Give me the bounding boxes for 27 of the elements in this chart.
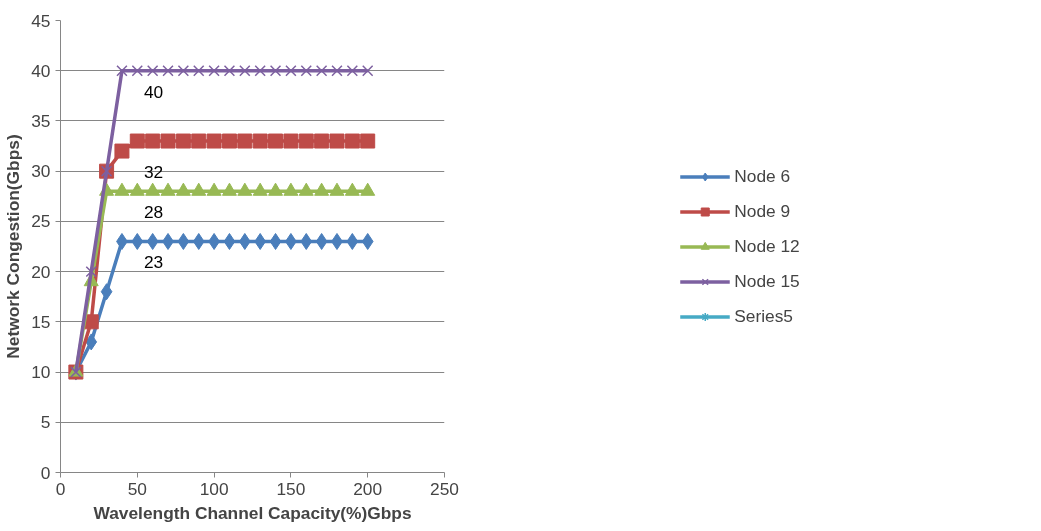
x-tick-label: 100	[199, 478, 229, 499]
y-tick-label: 20	[31, 261, 51, 282]
legend-label: Node 12	[734, 235, 800, 257]
x-tick-label: 50	[127, 478, 147, 499]
x-axis-title: Wavelength Channel Capacity(%)Gbps	[93, 502, 412, 523]
y-tick-label: 15	[31, 311, 51, 332]
y-tick-label: 40	[31, 60, 51, 81]
x-tick-label: 200	[353, 478, 383, 499]
y-tick-label: 30	[31, 161, 51, 182]
y-tick-label: 0	[40, 462, 51, 483]
x-tick-label: 250	[430, 478, 459, 499]
data-label: 28	[143, 202, 164, 223]
data-label: 32	[143, 162, 164, 183]
data-label: 40	[143, 81, 164, 102]
y-tick-label: 10	[31, 362, 51, 383]
legend-label: Node 9	[734, 200, 791, 222]
y-axis-title: Network Congestion(Gbps)	[3, 134, 24, 359]
legend-label: Node 6	[734, 165, 791, 187]
y-tick-label: 5	[40, 412, 51, 433]
y-tick-label: 25	[31, 211, 51, 232]
y-tick-label: 45	[31, 10, 51, 31]
x-tick-label: 0	[55, 478, 66, 499]
y-tick-label: 35	[31, 110, 51, 131]
data-label: 23	[143, 252, 164, 273]
x-tick-label: 150	[276, 478, 306, 499]
legend-label: Series5	[734, 305, 794, 327]
legend-label: Node 15	[734, 270, 800, 292]
